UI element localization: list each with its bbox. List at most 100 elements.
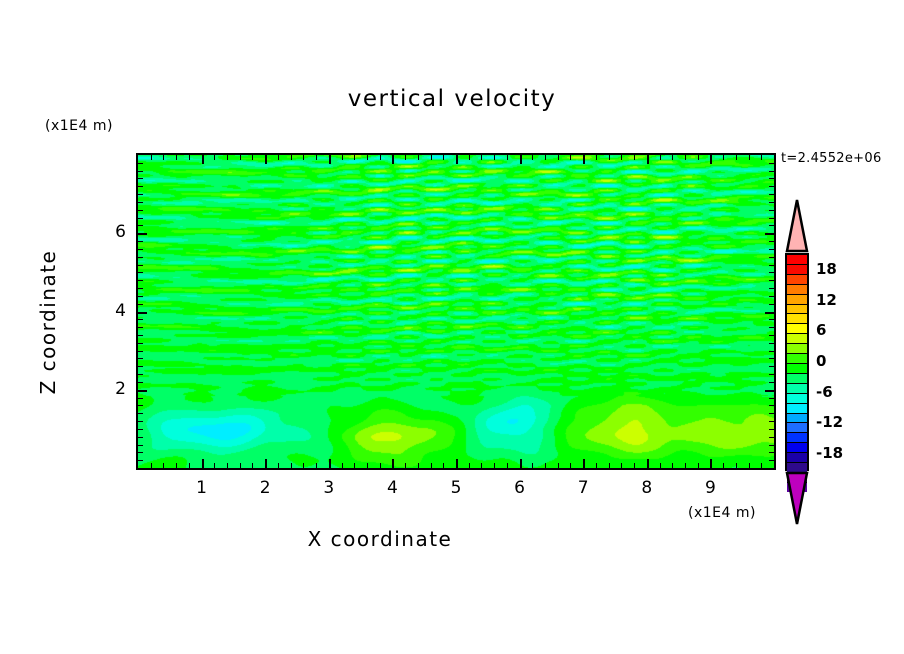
tick-mark	[138, 249, 143, 250]
tick-mark	[769, 194, 774, 195]
tick-mark	[176, 463, 177, 468]
tick-mark	[214, 463, 215, 468]
tick-mark	[647, 459, 649, 468]
tick-mark	[138, 374, 143, 375]
tick-mark	[520, 459, 522, 468]
tick-mark	[252, 155, 253, 160]
tick-mark	[769, 358, 774, 359]
tick-mark	[769, 202, 774, 203]
colorbar-band	[787, 363, 807, 374]
tick-mark	[570, 463, 571, 468]
tick-mark	[494, 155, 495, 160]
tick-mark	[769, 445, 774, 446]
tick-mark	[354, 463, 355, 468]
tick-mark	[769, 413, 774, 414]
tick-mark	[227, 463, 228, 468]
tick-mark	[609, 463, 610, 468]
tick-mark	[672, 463, 673, 468]
tick-mark	[769, 437, 774, 438]
colorbar-tick-label: -12	[816, 413, 844, 432]
tick-mark	[634, 463, 635, 468]
tick-mark	[380, 463, 381, 468]
tick-mark	[660, 155, 661, 160]
tick-mark	[316, 463, 317, 468]
colorbar-band	[787, 255, 807, 265]
tick-mark	[769, 452, 774, 453]
tick-mark	[769, 382, 774, 383]
tick-mark	[138, 202, 143, 203]
tick-mark	[769, 304, 774, 305]
tick-mark	[456, 459, 458, 468]
tick-mark	[138, 225, 143, 226]
tick-mark	[761, 463, 762, 468]
tick-mark	[456, 155, 458, 164]
tick-mark	[769, 241, 774, 242]
tick-mark	[405, 155, 406, 160]
tick-mark	[138, 437, 143, 438]
timestamp-label: t=2.4552e+06	[781, 151, 882, 166]
tick-mark	[138, 288, 143, 289]
tick-mark	[698, 155, 699, 160]
colorbar-band	[787, 393, 807, 404]
x-tick-label: 3	[323, 478, 335, 498]
tick-mark	[163, 463, 164, 468]
tick-mark	[621, 463, 622, 468]
tick-mark	[769, 280, 774, 281]
tick-mark	[240, 463, 241, 468]
tick-mark	[138, 163, 143, 164]
tick-mark	[316, 155, 317, 160]
tick-mark	[769, 210, 774, 211]
x-tick-label: 5	[450, 478, 462, 498]
tick-mark	[189, 463, 190, 468]
tick-mark	[769, 296, 774, 297]
tick-mark	[507, 463, 508, 468]
tick-mark	[520, 155, 522, 164]
tick-mark	[138, 233, 147, 235]
tick-mark	[354, 155, 355, 160]
tick-mark	[749, 155, 750, 160]
chart-title: vertical velocity	[347, 86, 557, 112]
tick-mark	[769, 249, 774, 250]
tick-mark	[138, 257, 143, 258]
colorbar-band	[787, 413, 807, 424]
tick-mark	[634, 155, 635, 160]
tick-mark	[138, 327, 143, 328]
tick-mark	[291, 463, 292, 468]
tick-mark	[769, 272, 774, 273]
tick-mark	[392, 459, 394, 468]
tick-mark	[558, 463, 559, 468]
tick-mark	[769, 405, 774, 406]
colorbar-band	[787, 274, 807, 285]
tick-mark	[138, 296, 143, 297]
tick-mark	[769, 327, 774, 328]
tick-mark	[765, 233, 774, 235]
y-tick-label: 4	[115, 300, 126, 321]
tick-mark	[138, 272, 143, 273]
tick-mark	[138, 382, 143, 383]
tick-mark	[138, 366, 143, 367]
tick-mark	[252, 463, 253, 468]
tick-mark	[660, 463, 661, 468]
tick-mark	[583, 459, 585, 468]
tick-mark	[710, 459, 712, 468]
y-axis-title: Z coordinate	[36, 249, 60, 395]
tick-mark	[769, 288, 774, 289]
tick-mark	[769, 421, 774, 422]
tick-mark	[138, 186, 143, 187]
tick-mark	[583, 155, 585, 164]
colorbar-bands	[785, 253, 809, 492]
colorbar-tick-label: 18	[816, 260, 837, 279]
tick-mark	[431, 155, 432, 160]
colorbar-band	[787, 433, 807, 444]
tick-mark	[769, 225, 774, 226]
tick-mark	[138, 405, 143, 406]
tick-mark	[138, 452, 143, 453]
colorbar-band	[787, 344, 807, 355]
tick-mark	[329, 155, 331, 164]
tick-mark	[138, 194, 143, 195]
x-axis-unit-label: (x1E4 m)	[688, 505, 756, 521]
x-tick-label: 4	[386, 478, 398, 498]
tick-mark	[685, 155, 686, 160]
tick-mark	[481, 155, 482, 160]
